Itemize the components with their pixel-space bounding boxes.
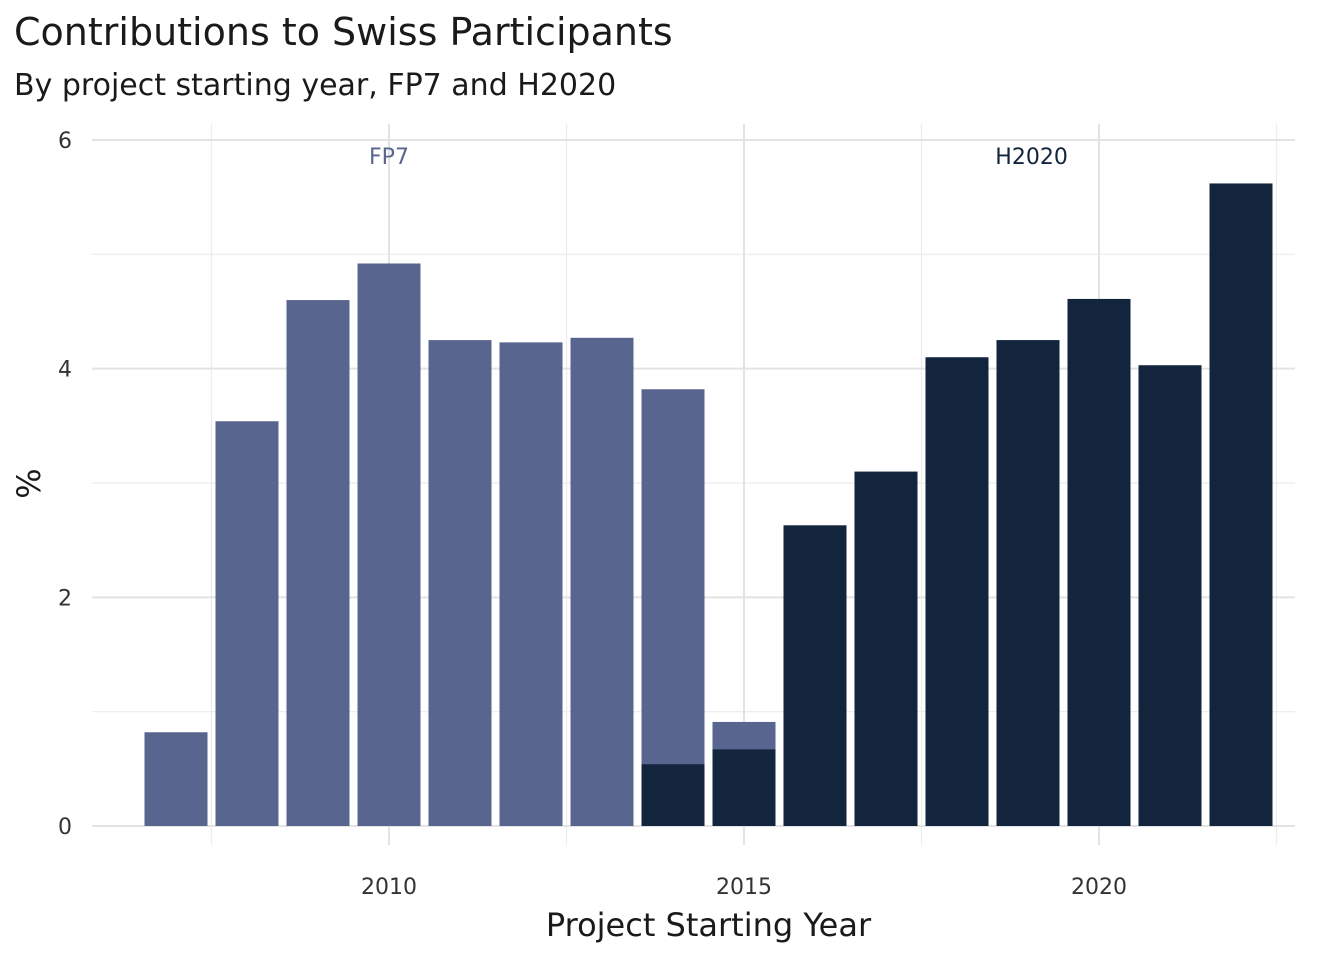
bar-fp7-2007 <box>144 732 208 826</box>
y-tick-label: 0 <box>58 815 72 840</box>
chart-title: Contributions to Swiss Participants <box>14 10 673 54</box>
y-tick-label: 2 <box>58 586 72 611</box>
bar-fp7-2009 <box>286 300 350 827</box>
bar-fp7-2011 <box>428 340 492 826</box>
annotation-h2020: H2020 <box>995 145 1068 170</box>
y-axis-title: % <box>10 468 48 498</box>
bar-h2020-2021 <box>1138 365 1202 826</box>
bar-h2020-2016 <box>783 525 847 826</box>
x-tick-label: 2020 <box>1071 875 1127 900</box>
bar-h2020-2019 <box>996 340 1060 826</box>
bar-layer <box>144 183 1273 827</box>
bar-fp7-2012 <box>499 342 563 826</box>
chart-subtitle: By project starting year, FP7 and H2020 <box>14 68 617 103</box>
label-layer: 0 2 4 6 2010 2015 2020 FP7 H2020 <box>58 129 1127 900</box>
bar-h2020-2018 <box>925 357 989 826</box>
bar-h2020-2020 <box>1067 298 1131 826</box>
bar-h2020-2022 <box>1209 183 1273 827</box>
bar-fp7-2014 <box>641 389 705 826</box>
x-tick-label: 2010 <box>361 875 417 900</box>
annotation-fp7: FP7 <box>369 145 409 170</box>
bar-h2020-2014 <box>641 764 705 826</box>
x-tick-label: 2015 <box>716 875 772 900</box>
bar-h2020-2017 <box>854 471 918 826</box>
y-tick-label: 4 <box>58 358 72 383</box>
bar-fp7-2010 <box>357 263 421 827</box>
y-tick-label: 6 <box>58 129 72 154</box>
bar-h2020-2015 <box>712 749 776 826</box>
bar-fp7-2008 <box>215 421 279 826</box>
x-axis-title: Project Starting Year <box>546 906 872 944</box>
bar-fp7-2013 <box>570 337 634 826</box>
